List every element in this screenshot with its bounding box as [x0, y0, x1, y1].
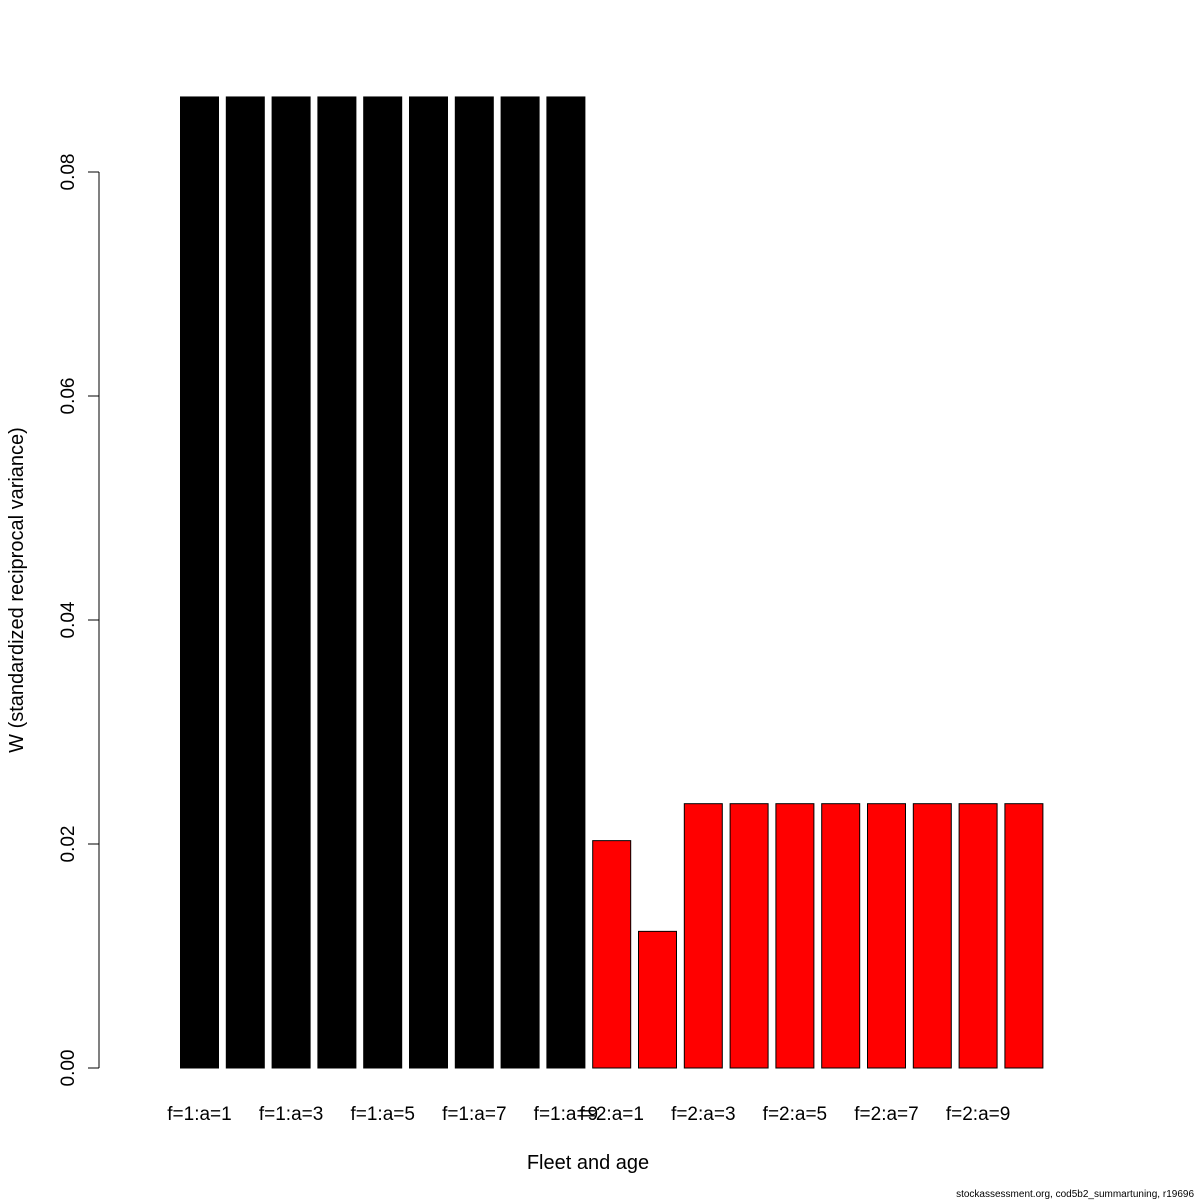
bars	[180, 96, 1044, 1069]
bar-f-2-a-5	[775, 803, 815, 1069]
bar-f-2-a-1	[592, 840, 632, 1069]
bar-f-1-a-1	[180, 96, 219, 1069]
bar-f-1-a-6	[409, 96, 448, 1069]
bar-f-1-a-5	[363, 96, 403, 1069]
y-tick-label: 0.04	[58, 601, 79, 638]
bar-f-1-a-3	[271, 96, 311, 1069]
bar-f-2-a-2	[638, 930, 677, 1069]
bar-f-1-a-4	[317, 96, 357, 1069]
x-tick-label: f=1:a=3	[259, 1104, 323, 1125]
y-axis-title: W (standardized reciprocal variance)	[6, 427, 28, 753]
x-tick-label: f=2:a=3	[671, 1104, 735, 1125]
x-tick-label: f=1:a=7	[442, 1104, 506, 1125]
bar-f-1-a-2	[225, 96, 265, 1069]
bar-f-2-a-6	[821, 803, 861, 1069]
x-tick-label: f=1:a=5	[350, 1104, 414, 1125]
x-axis-labels: f=1:a=1 f=1:a=3 f=1:a=5 f=1:a=7 f=1:a=9f=2:a…	[167, 1104, 1010, 1125]
bar-f-1-a-8	[500, 96, 540, 1069]
bar-f-2-a-4	[729, 803, 769, 1069]
y-tick-label: 0.02	[58, 826, 79, 863]
x-tick-label: f=2:a=5	[763, 1104, 827, 1125]
bar-f-2-a-3	[683, 803, 723, 1069]
bar-f-2-a-8	[912, 803, 952, 1069]
bar-f-1-a-7	[454, 96, 494, 1069]
x-tick-label: f=1:a=1	[167, 1104, 231, 1125]
bar-f-2-a-10	[1004, 803, 1044, 1069]
y-tick-label: 0.08	[58, 154, 79, 191]
bar-f-2-a-7	[867, 803, 906, 1069]
x-tick-label: f=2:a=9	[946, 1104, 1010, 1125]
x-axis-title: Fleet and age	[527, 1152, 649, 1174]
x-tick-label: f=2:a=7	[854, 1104, 918, 1125]
bar-f-1-a-9	[546, 96, 586, 1069]
x-tick-label: f=2:a=1	[579, 1104, 643, 1125]
y-axis: 0.00 0.02 0.04 0.06 0.08	[58, 154, 100, 1087]
x-tick-label: f=1:a=9	[534, 1104, 598, 1125]
bar-f-2-a-9	[958, 803, 998, 1069]
y-tick-label: 0.00	[58, 1050, 79, 1087]
y-tick-label: 0.06	[58, 378, 79, 415]
credit-text: stockassessment.org, cod5b2_summartuning…	[956, 1189, 1194, 1200]
